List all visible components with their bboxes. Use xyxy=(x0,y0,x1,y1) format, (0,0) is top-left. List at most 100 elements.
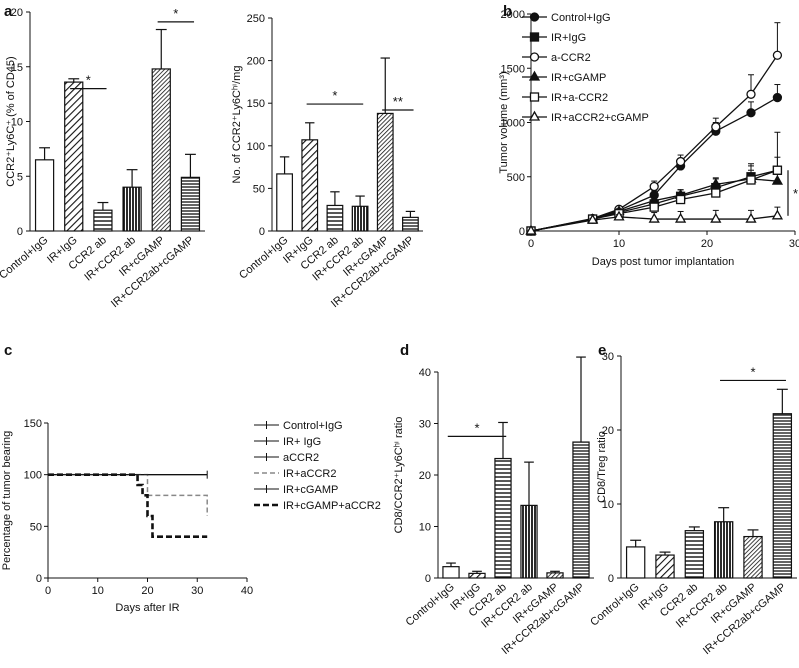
y-tick-label: 10 xyxy=(419,522,431,534)
bar xyxy=(276,173,293,232)
legend-label: IR+cGAMP xyxy=(283,484,338,496)
y-tick-label: 40 xyxy=(419,367,431,379)
y-tick-label: 150 xyxy=(247,98,265,110)
y-tick-label: 0 xyxy=(259,226,265,238)
data-point xyxy=(674,212,687,223)
bar xyxy=(743,535,763,579)
y-tick-label: 20 xyxy=(602,425,614,437)
bar xyxy=(572,441,590,579)
y-axis-label: No. of CCR2⁺Ly6Cʰⁱ/mg xyxy=(231,66,243,184)
panel-letter-d: d xyxy=(400,342,409,359)
x-tick-label: 20 xyxy=(141,585,153,597)
data-point xyxy=(711,122,721,132)
x-tick-label: 0 xyxy=(45,585,51,597)
bar xyxy=(402,216,419,232)
bar xyxy=(376,112,394,232)
x-tick-label: 30 xyxy=(191,585,203,597)
y-tick-label: 10 xyxy=(602,499,614,511)
bar xyxy=(34,159,55,232)
bar xyxy=(494,457,512,579)
bar xyxy=(520,504,538,579)
y-tick-label: 50 xyxy=(253,183,265,195)
y-tick-label: 15 xyxy=(11,62,23,74)
data-point xyxy=(772,92,783,103)
legend-marker xyxy=(529,52,540,62)
y-tick-label: 0 xyxy=(36,573,42,585)
panel-letter-c: c xyxy=(4,342,12,359)
x-tick-label: 10 xyxy=(613,238,625,250)
legend-label: IR+a-CCR2 xyxy=(551,92,608,104)
data-point xyxy=(586,213,599,224)
legend-marker xyxy=(528,70,541,81)
data-point xyxy=(649,181,659,192)
y-tick-label: 200 xyxy=(247,56,265,68)
y-tick-label: 0 xyxy=(519,226,525,238)
series-line xyxy=(48,473,208,538)
data-point xyxy=(675,156,686,167)
y-tick-label: 5 xyxy=(17,171,23,183)
y-tick-label: 20 xyxy=(419,470,431,482)
data-point xyxy=(746,89,756,99)
legend-label: IR+aCCR2 xyxy=(283,468,337,480)
x-tick-label: 20 xyxy=(701,238,713,250)
y-tick-label: 250 xyxy=(247,13,265,25)
bar xyxy=(772,413,793,579)
bar xyxy=(468,572,486,579)
legend-label: a-CCR2 xyxy=(551,52,591,64)
legend-label: aCCR2 xyxy=(283,452,319,464)
series-line xyxy=(530,215,778,232)
y-axis-label: Tumor volume (mm³) xyxy=(498,71,510,173)
y-axis-label: CD8/CCR2⁺Ly6Cʰⁱ ratio xyxy=(393,417,405,534)
chart-a-percent: 0 5 10 15 20 CCR2⁺Ly6C⁺ (% of CD45) Control+Ig… xyxy=(0,6,205,310)
significance-label: * xyxy=(173,6,178,21)
data-point xyxy=(772,165,783,175)
y-tick-label: 2000 xyxy=(501,9,525,21)
data-point xyxy=(772,50,783,60)
bar xyxy=(442,566,460,579)
legend-label: IR+cGAMP+aCCR2 xyxy=(283,500,381,512)
data-point xyxy=(648,212,660,223)
bar xyxy=(122,186,142,232)
y-tick-label: 0 xyxy=(425,573,431,585)
series-line xyxy=(48,473,208,516)
y-tick-label: 150 xyxy=(24,418,42,430)
x-tick-label: 0 xyxy=(528,238,534,250)
y-tick-label: 30 xyxy=(419,419,431,431)
data-point xyxy=(771,209,784,220)
legend-marker xyxy=(529,32,540,42)
x-tick-label: 30 xyxy=(789,238,799,250)
significance-label: * xyxy=(793,186,798,201)
x-axis-label: Days post tumor implantation xyxy=(592,256,734,268)
bar xyxy=(64,81,84,232)
chart-b-tumor-volume: 0 500 1000 1500 2000 0 10 20 30 Days post tumor i… xyxy=(498,9,799,268)
legend-label: IR+aCCR2+cGAMP xyxy=(551,112,649,124)
data-point xyxy=(746,108,756,118)
data-point xyxy=(613,210,625,221)
y-tick-label: 1000 xyxy=(501,118,525,130)
bar xyxy=(351,205,369,232)
y-axis-label: CD8/Treg ratio xyxy=(596,431,608,503)
bar xyxy=(684,530,705,579)
data-point xyxy=(746,175,756,185)
chart-c-tumor-bearing: 0 50 100 150 0 10 20 30 40 Days after IR Percentag… xyxy=(1,418,381,614)
y-tick-label: 0 xyxy=(17,226,23,238)
bar xyxy=(326,204,344,232)
data-point xyxy=(675,194,686,205)
bar xyxy=(301,139,319,232)
data-point xyxy=(711,188,721,198)
legend-label: IR+cGAMP xyxy=(551,72,606,84)
x-axis-label: Days after IR xyxy=(115,602,179,614)
y-tick-label: 100 xyxy=(24,470,42,482)
panel-letter-a: a xyxy=(4,3,13,20)
legend-label: IR+IgG xyxy=(551,32,586,44)
significance-label: * xyxy=(86,73,91,88)
y-axis-label: CCR2⁺Ly6C⁺ (% of CD45) xyxy=(5,56,17,186)
data-point xyxy=(771,174,784,185)
significance-label: * xyxy=(474,420,479,435)
significance-label: * xyxy=(332,88,337,103)
y-tick-label: 50 xyxy=(30,521,42,533)
